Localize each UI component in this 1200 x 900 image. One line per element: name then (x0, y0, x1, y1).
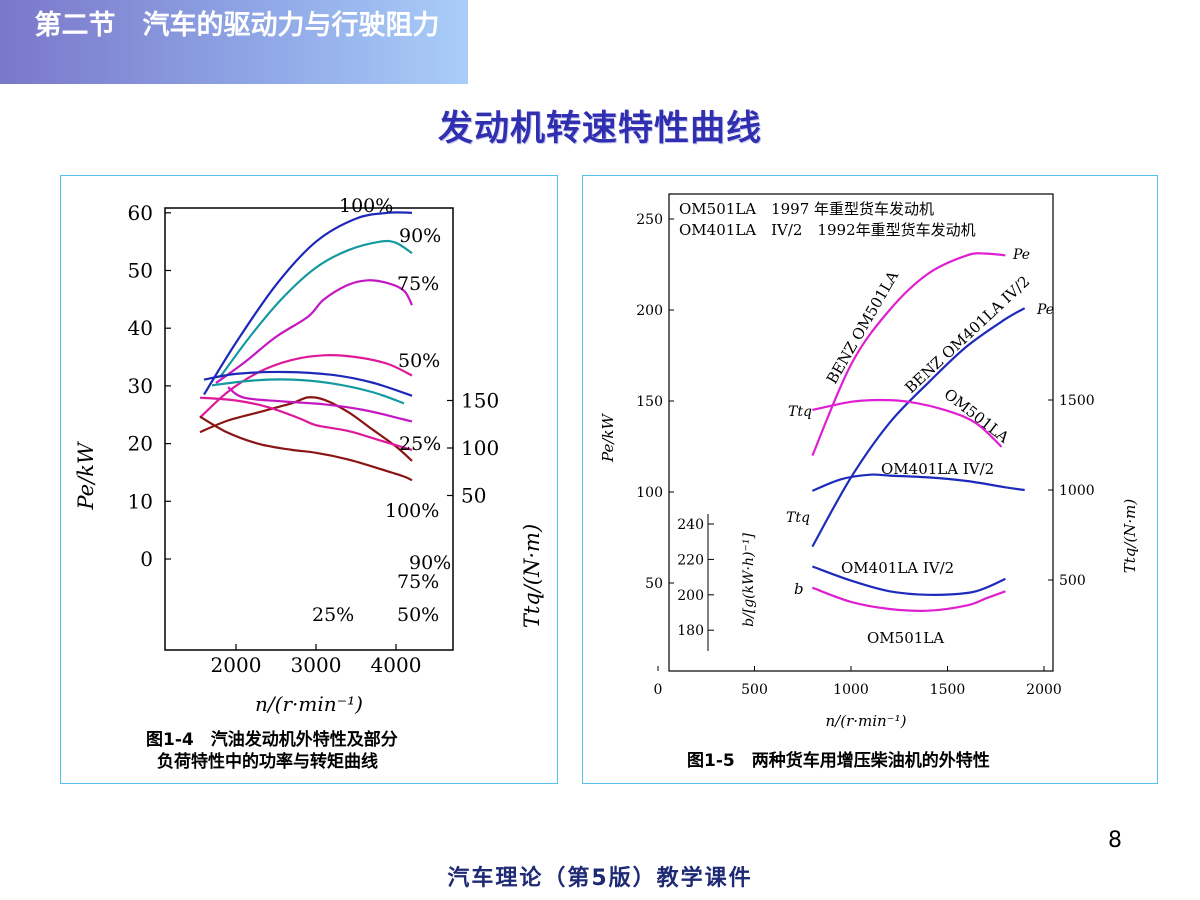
annotation-b-label: b (794, 580, 804, 598)
y-tick-label: 50 (645, 576, 663, 592)
torque-axis-label: Ttq/(N·m) (520, 524, 544, 628)
torque-curve-50pct (199, 396, 413, 451)
section-header: 第二节 汽车的驱动力与行驶阻力 (0, 0, 468, 84)
annotation-ttq-label-a: Ttq (788, 404, 812, 420)
figure-1-5-caption: 图1-5 两种货车用增压柴油机的外特性 (687, 751, 990, 771)
torque-curve-90pct (211, 378, 405, 405)
torque-curve-label: 100% (385, 500, 439, 522)
annotation-om501-bsfc: OM501LA (867, 629, 944, 647)
bsfc-tick-label: 180 (677, 623, 704, 639)
y-tick-label: 10 (128, 489, 153, 513)
legend-line-1: OM501LA 1997 年重型货车发动机 (679, 200, 934, 218)
power-curve-90pct (219, 239, 413, 378)
x-tick-label: 2000 (211, 653, 262, 677)
figure-1-4-panel: 60 50 40 30 20 10 0 2000 3000 4000 150 100 50 Pe/kW Tt… (60, 175, 558, 784)
y-tick-label: 150 (636, 394, 663, 410)
bsfc-tick-label: 200 (677, 588, 704, 604)
x-tick-label: 2000 (1026, 682, 1062, 698)
y-tick-label: 250 (636, 212, 663, 228)
power-curve-label: 75% (397, 273, 439, 295)
torque-curve-label: 75% (397, 571, 439, 593)
section-title: 第二节 汽车的驱动力与行驶阻力 (34, 10, 440, 41)
torque-curve-25pct (199, 415, 413, 482)
legend-line-2: OM401LA IV/2 1992年重型货车发动机 (679, 221, 976, 239)
annotation-pe-label-a: Pe (1012, 247, 1030, 263)
figure-1-4-caption-line2: 负荷特性中的功率与转矩曲线 (157, 752, 378, 772)
series-om501la-ttq (812, 398, 1003, 448)
power-curve-25pct (199, 396, 413, 462)
power-curve-label: 100% (339, 195, 393, 217)
torque-curve-label: 50% (397, 604, 439, 626)
annotation-om501-torque: OM501LA (941, 385, 1013, 447)
torque-tick-label: 150 (461, 389, 499, 413)
figure-1-5-panel: 250 200 150 100 50 0 500 1000 1500 2000 1500 1000 50… (582, 175, 1158, 784)
torque-curve-label: 25% (312, 604, 354, 626)
x-tick-label: 1500 (930, 682, 966, 698)
slide-title: 发动机转速特性曲线 (437, 109, 762, 149)
bsfc-tick-label: 240 (677, 517, 704, 533)
power-curve-label: 25% (399, 433, 441, 455)
torque-tick-label: 1000 (1059, 483, 1095, 499)
power-curve-label: 50% (398, 350, 440, 372)
x-tick-label: 3000 (291, 653, 342, 677)
y-tick-label: 30 (128, 374, 153, 398)
page-number: 8 (1108, 828, 1122, 853)
power-curve-100pct (203, 211, 413, 396)
annotation-om401-bsfc: OM401LA IV/2 (841, 559, 954, 577)
x-axis-label: n/(r·min⁻¹) (826, 712, 907, 730)
series-om401la-iv-2-b (812, 565, 1006, 596)
y-tick-label: 60 (128, 201, 153, 225)
y-axis-label: Pe/kW (599, 412, 617, 462)
power-curve-label: 90% (399, 225, 441, 247)
plot-frame (668, 193, 1054, 672)
series-om501la-b (812, 586, 1006, 612)
torque-curve-100pct (203, 370, 413, 397)
annotation-om401-torque: OM401LA IV/2 (881, 460, 994, 478)
annotation-benz-501: BENZ OM501LA (823, 268, 902, 387)
annotation-ttq-label-b: Ttq (786, 510, 810, 526)
y-tick-label: 40 (128, 316, 153, 340)
torque-tick-label: 1500 (1059, 393, 1095, 409)
series-om401la-iv-2-ttq (811, 473, 1025, 492)
torque-curve-label: 90% (409, 552, 451, 574)
power-curve-50pct (199, 354, 413, 419)
figure-1-4-caption-line1: 图1-4 汽油发动机外特性及部分 (146, 730, 398, 750)
plot-frame (164, 207, 454, 651)
x-tick-label: 4000 (371, 653, 422, 677)
torque-tick-label: 50 (461, 484, 486, 508)
torque-curve-75pct (227, 386, 413, 423)
y-tick-label: 0 (140, 547, 153, 571)
x-tick-label: 1000 (833, 682, 869, 698)
bsfc-tick-label: 220 (677, 552, 704, 568)
x-tick-label: 0 (654, 682, 663, 698)
power-curve-75pct (215, 279, 413, 384)
y-tick-label: 20 (128, 432, 153, 456)
y-tick-label: 200 (636, 303, 663, 319)
series-om501la-pe (811, 252, 1006, 457)
annotation-pe-label-b: Pe (1036, 302, 1054, 318)
y-axis-label: Pe/kW (74, 440, 98, 510)
torque-tick-label: 100 (461, 436, 499, 460)
x-axis-label: n/(r·min⁻¹) (255, 692, 363, 716)
torque-tick-label: 500 (1059, 573, 1086, 589)
annotation-benz-401: BENZ OM401LA IV/2 (901, 272, 1033, 397)
torque-axis-label: Ttq/(N·m) (1121, 499, 1139, 574)
footer-text: 汽车理论（第5版）教学课件 (447, 866, 753, 891)
y-tick-label: 50 (128, 259, 153, 283)
y-tick-label: 100 (636, 485, 663, 501)
x-tick-label: 500 (741, 682, 768, 698)
bsfc-axis-label: b/[g(kW·h)⁻¹] (741, 533, 757, 627)
